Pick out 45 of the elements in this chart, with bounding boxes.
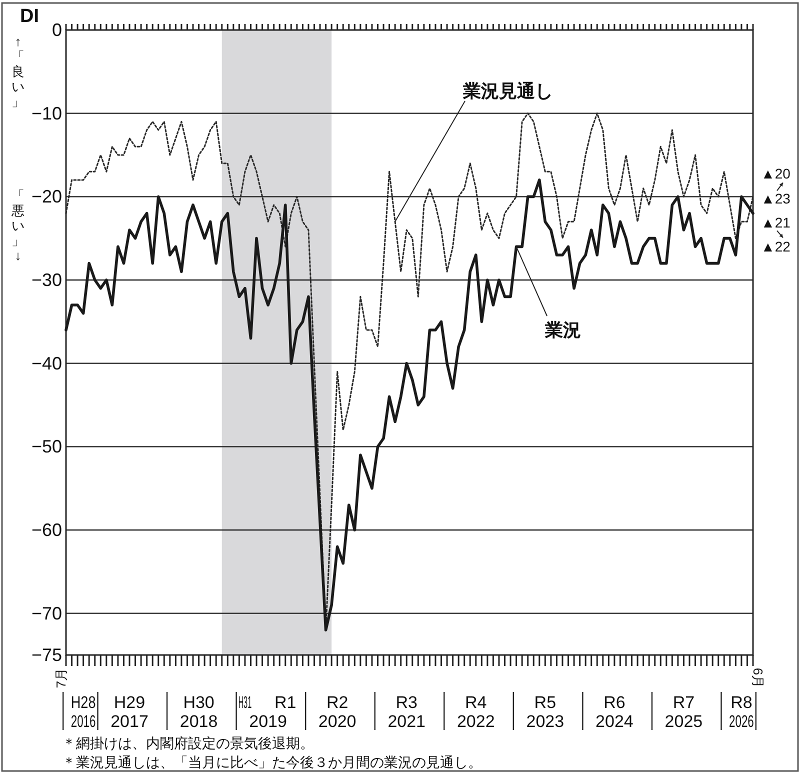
x2-tick-label: R4	[465, 693, 487, 712]
y-tick-label: −30	[31, 270, 62, 290]
y-tick-label: −40	[31, 353, 62, 374]
x2-tick-label: R6	[604, 693, 626, 712]
x-tick-label: 2026	[729, 712, 767, 731]
y-tick-label: −20	[31, 186, 62, 207]
x-tick-label: 2018	[180, 712, 218, 731]
x2-tick-label: H29	[114, 693, 146, 712]
x-tick-label: 2025	[664, 712, 703, 731]
y-tick-label: −60	[31, 520, 62, 540]
x2-tick-label: R1	[274, 693, 296, 712]
x-tick-label: 2021	[388, 712, 426, 731]
annotation: ▲22	[761, 238, 791, 255]
x-tick-label: 2019	[249, 712, 287, 731]
x2-tick-label: H30	[183, 693, 214, 712]
x-tick-label: 2020	[318, 712, 356, 731]
x2-tick-label: R5	[534, 693, 556, 712]
x-tick-label: 2017	[110, 712, 148, 731]
y-tick-label: 0	[52, 20, 62, 40]
y-tick-label: −50	[31, 436, 62, 457]
series-label: 業況見通し	[462, 81, 553, 101]
text: ↑「良い」	[12, 34, 24, 109]
y-tick-label: −70	[31, 603, 62, 624]
x-tick-label: 2016	[70, 712, 109, 731]
x-tick-label: 2023	[526, 712, 564, 731]
x-tick-label: 2022	[456, 712, 495, 731]
x2-tick-label: R3	[396, 693, 418, 712]
annotation: ▲23	[761, 190, 791, 207]
text: 「悪い」↓	[10, 188, 24, 263]
x2-tick-label: R7	[672, 693, 695, 712]
x2-tick-label: H31	[238, 693, 270, 712]
y-tick-label: −10	[31, 103, 62, 124]
text: 6月	[750, 668, 766, 688]
x2-tick-label: R8	[730, 693, 752, 712]
x2-tick-label: H28	[70, 693, 102, 712]
y-axis-title: DI	[20, 6, 39, 27]
series-label: 業況	[544, 320, 581, 340]
text: 7月	[53, 668, 68, 688]
annotation: ▲21	[761, 214, 791, 231]
text: ＊業況見通しは、「当月に比べ」た今後３か月間の業況の見通し。	[62, 754, 482, 770]
annotation: ▲20	[761, 166, 791, 182]
text: ＊網掛けは、内閣府設定の景気後退期。	[62, 735, 314, 751]
x-tick-label: 2024	[596, 712, 634, 731]
y-tick-label: −75	[31, 645, 62, 665]
x2-tick-label: R2	[326, 693, 348, 712]
